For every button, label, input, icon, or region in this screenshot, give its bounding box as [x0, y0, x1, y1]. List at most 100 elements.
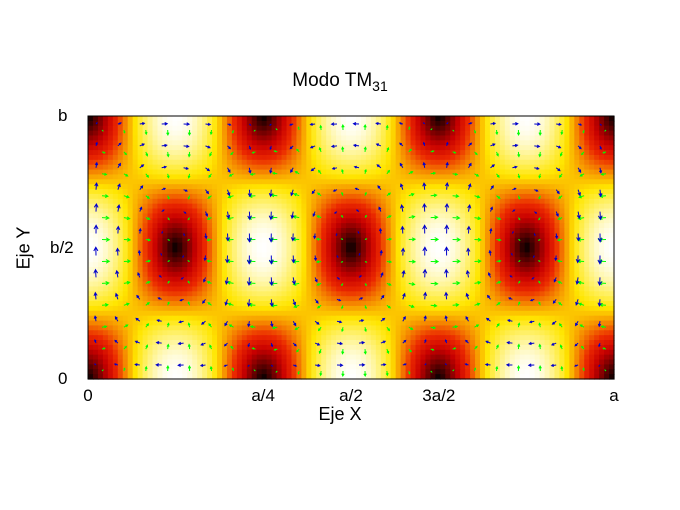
heatmap-cell: [415, 237, 422, 244]
heatmap-cell: [152, 189, 159, 195]
heatmap-cell: [415, 340, 422, 346]
heatmap-cell: [370, 213, 377, 219]
heatmap-cell: [475, 232, 481, 239]
heatmap-cell: [415, 193, 422, 200]
heatmap-cell: [132, 237, 139, 244]
heatmap-cell: [197, 213, 203, 219]
heatmap-cell: [122, 340, 129, 346]
heatmap-cell: [365, 242, 372, 249]
heatmap-cell: [236, 203, 243, 210]
heatmap-cell: [365, 169, 372, 176]
heatmap-cell: [132, 242, 139, 249]
heatmap-cell: [261, 257, 268, 263]
heatmap-cell: [395, 320, 402, 327]
heatmap-cell: [380, 198, 387, 205]
heatmap-cell: [182, 208, 188, 215]
heatmap-cell: [460, 116, 466, 122]
heatmap-cell: [226, 340, 233, 346]
heatmap-cell: [509, 228, 516, 234]
heatmap-cell: [261, 218, 268, 224]
heatmap-cell: [351, 232, 357, 239]
heatmap-cell: [107, 296, 114, 302]
heatmap-cell: [231, 310, 238, 317]
heatmap-cell: [202, 315, 208, 322]
heatmap-cell: [162, 276, 168, 283]
heatmap-cell: [291, 120, 298, 127]
heatmap-cell: [380, 262, 387, 268]
heatmap-cell: [162, 286, 168, 292]
heatmap-cell: [584, 174, 590, 180]
heatmap-cell: [251, 179, 258, 185]
heatmap-cell: [177, 189, 183, 195]
heatmap-cell: [177, 154, 183, 161]
heatmap-cell: [177, 120, 183, 127]
heatmap-cell: [594, 237, 600, 244]
heatmap-cell: [311, 242, 317, 249]
heatmap-cell: [172, 301, 178, 307]
heatmap-cell: [167, 330, 173, 336]
heatmap-cell: [355, 184, 362, 190]
heatmap-cell: [321, 305, 327, 312]
heatmap-cell: [415, 266, 422, 273]
heatmap-cell: [365, 198, 372, 205]
heatmap-cell: [311, 159, 317, 166]
heatmap-cell: [202, 340, 208, 346]
heatmap-cell: [197, 286, 203, 292]
heatmap-cell: [147, 340, 154, 346]
heatmap-cell: [187, 325, 193, 331]
heatmap-cell: [336, 325, 342, 331]
heatmap-cell: [514, 291, 521, 297]
heatmap-cell: [346, 257, 352, 263]
heatmap-cell: [539, 198, 546, 205]
heatmap-cell: [107, 198, 114, 205]
heatmap-cell: [489, 198, 496, 205]
heatmap-cell: [107, 164, 114, 171]
heatmap-cell: [301, 340, 307, 346]
heatmap-cell: [455, 330, 461, 336]
heatmap-cell: [147, 310, 154, 317]
heatmap-cell: [554, 340, 561, 346]
heatmap-cell: [609, 330, 615, 336]
heatmap-cell: [92, 344, 99, 351]
heatmap-cell: [514, 330, 521, 336]
heatmap-cell: [351, 237, 357, 244]
heatmap-cell: [564, 232, 570, 239]
heatmap-cell: [360, 213, 367, 219]
heatmap-cell: [544, 335, 551, 341]
heatmap-cell: [489, 223, 496, 229]
heatmap-cell: [529, 237, 536, 244]
heatmap-cell: [226, 252, 233, 258]
heatmap-cell: [122, 145, 129, 151]
heatmap-cell: [261, 203, 268, 210]
heatmap-cell: [569, 140, 575, 146]
heatmap-cell: [529, 266, 536, 273]
heatmap-cell: [197, 262, 203, 268]
heatmap-cell: [489, 262, 496, 268]
heatmap-cell: [450, 301, 456, 307]
heatmap-cell: [122, 159, 129, 166]
heatmap-cell: [187, 125, 193, 132]
heatmap-cell: [261, 228, 268, 234]
heatmap-cell: [435, 150, 441, 156]
heatmap-cell: [480, 310, 486, 317]
heatmap-cell: [544, 310, 551, 317]
heatmap-cell: [102, 296, 109, 302]
heatmap-cell: [450, 116, 456, 122]
heatmap-cell: [162, 335, 168, 341]
heatmap-cell: [385, 228, 392, 234]
heatmap-cell: [306, 271, 312, 278]
heatmap-cell: [331, 315, 337, 322]
heatmap-cell: [360, 218, 367, 224]
heatmap-cell: [604, 208, 610, 215]
heatmap-cell: [331, 262, 337, 268]
heatmap-cell: [152, 169, 159, 176]
heatmap-cell: [475, 335, 481, 341]
heatmap-cell: [197, 291, 203, 297]
heatmap-cell: [400, 125, 407, 132]
heatmap-cell: [306, 116, 312, 122]
heatmap-cell: [341, 257, 347, 263]
heatmap-cell: [455, 154, 461, 161]
heatmap-cell: [589, 130, 595, 137]
heatmap-cell: [365, 271, 372, 278]
heatmap-cell: [499, 135, 506, 141]
